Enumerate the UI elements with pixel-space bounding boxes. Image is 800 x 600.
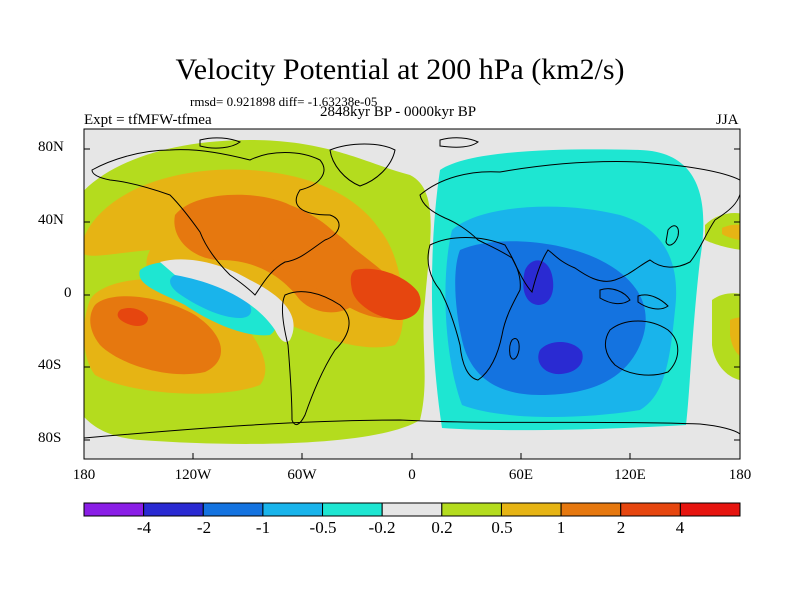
lat-tick-label: 80S [38, 430, 62, 446]
positive-anomaly-region [84, 140, 431, 444]
lon-tick-label: 60W [287, 467, 317, 483]
lon-tick-label: 120W [174, 467, 212, 483]
chart-title: Velocity Potential at 200 hPa (km2/s) [175, 53, 625, 86]
lat-tick-label: 40N [38, 212, 64, 228]
colorbar-box [441, 502, 502, 517]
axis-ticks [83, 148, 741, 459]
colorbar-label: 0.2 [431, 518, 453, 537]
colorbar-box [202, 502, 264, 517]
colorbar-label: -0.5 [309, 518, 337, 537]
colorbar-box [83, 502, 145, 517]
colorbar-box [143, 502, 204, 517]
colorbar-box [381, 502, 443, 517]
colorbar-box [500, 502, 562, 517]
negative-anomaly-region [431, 149, 740, 431]
stats-text: rmsd= 0.921898 diff= -1.63238e-05 [190, 94, 378, 109]
colorbar [83, 502, 741, 517]
lat-tick-label: 0 [64, 285, 72, 301]
colorbar-label: -4 [136, 518, 152, 537]
lon-tick-label: 120E [614, 467, 646, 483]
lat-tick-label: 40S [38, 357, 62, 373]
lat-tick-label: 80N [38, 139, 64, 155]
colorbar-box [262, 502, 324, 517]
lon-tick-label: 0 [408, 467, 416, 483]
colorbar-label: 4 [675, 518, 685, 537]
lon-tick-label: 60E [508, 467, 534, 483]
colorbar-box [322, 502, 383, 517]
season-label: JJA [716, 112, 739, 128]
colorbar-label: -1 [255, 518, 271, 537]
colorbar-label: 2 [616, 518, 626, 537]
colorbar-box [560, 502, 622, 517]
period-label: 2848kyr BP - 0000kyr BP [320, 104, 477, 120]
experiment-label: Expt = tfMFW-tfmea [84, 112, 212, 128]
colorbar-label: -2 [196, 518, 212, 537]
colorbar-label: -0.2 [368, 518, 396, 537]
lon-tick-label: 180 [72, 467, 96, 483]
colorbar-label: 1 [556, 518, 566, 537]
lon-tick-label: 180 [728, 467, 752, 483]
colorbar-box [620, 502, 681, 517]
colorbar-label: 0.5 [491, 518, 513, 537]
coastlines [84, 137, 740, 439]
colorbar-box [679, 502, 741, 517]
